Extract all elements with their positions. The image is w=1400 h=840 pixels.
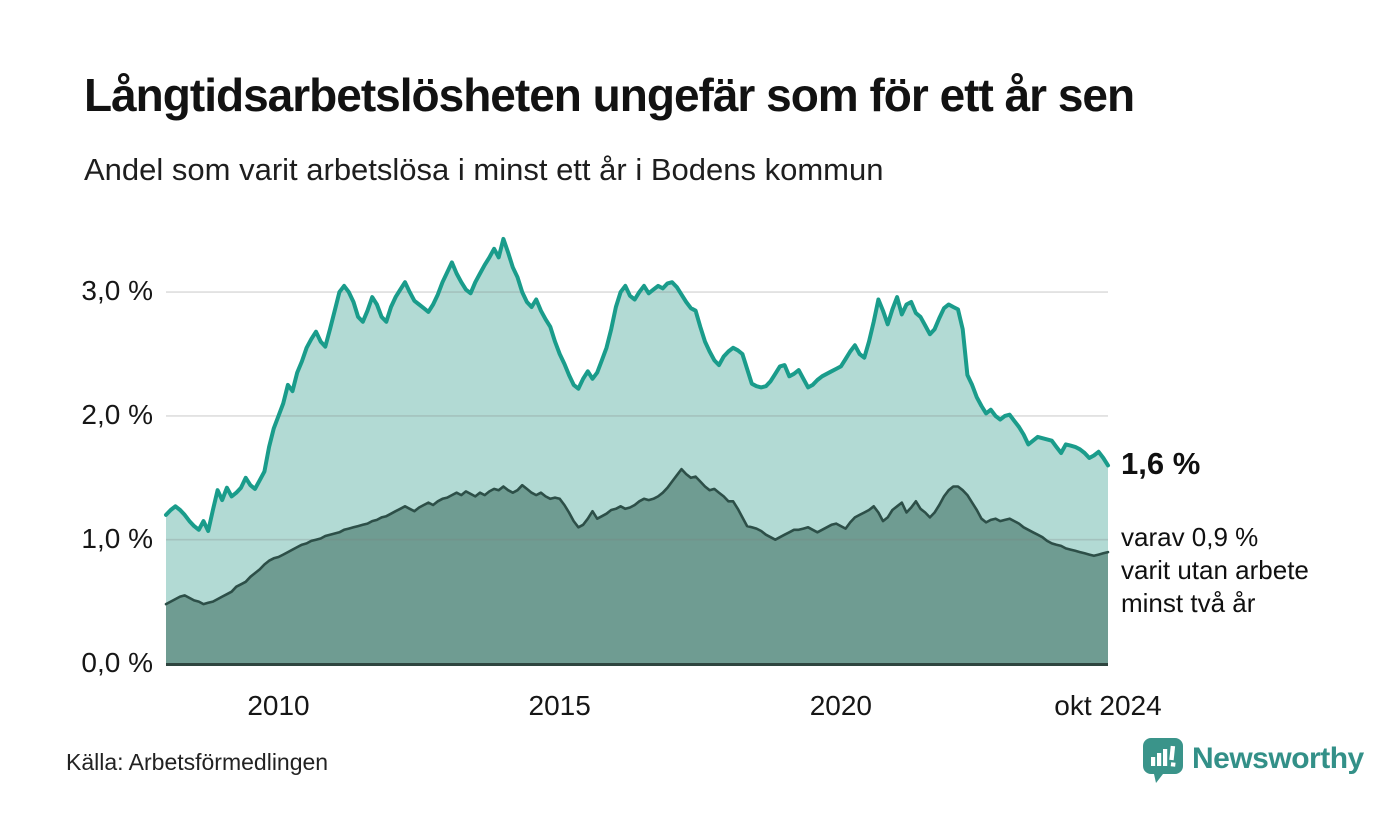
brand-logo: Newsworthy <box>1142 737 1364 784</box>
y-axis-tick-label: 1,0 % <box>81 522 153 554</box>
x-axis-tick-label: 2020 <box>809 690 872 721</box>
x-axis-tick-label: 2010 <box>247 690 310 721</box>
secondary-series-area <box>166 469 1108 664</box>
y-axis-tick-label: 3,0 % <box>81 275 153 307</box>
annotation-line: minst två år <box>1121 588 1256 618</box>
brand-name: Newsworthy <box>1192 741 1364 775</box>
x-axis-tick-label: okt 2024 <box>1054 690 1162 721</box>
source-credit: Källa: Arbetsförmedlingen <box>66 749 329 775</box>
annotation-line: varit utan arbete <box>1121 555 1309 585</box>
latest-value-label: 1,6 % <box>1121 446 1201 481</box>
x-axis-tick-label: 2015 <box>528 690 591 721</box>
newsworthy-icon <box>1143 738 1183 783</box>
page-subtitle: Andel som varit arbetslösa i minst ett å… <box>84 152 884 187</box>
y-axis-tick-label: 0,0 % <box>81 646 153 678</box>
annotation-line: varav 0,9 % <box>1121 522 1259 552</box>
primary-series-line <box>164 236 1110 533</box>
y-axis-tick-label: 2,0 % <box>81 398 153 430</box>
secondary-series-line <box>164 467 1110 606</box>
secondary-value-annotation: varav 0,9 % varit utan arbete minst två … <box>1121 521 1309 620</box>
page-title: Långtidsarbetslösheten ungefär som för e… <box>84 69 1135 121</box>
